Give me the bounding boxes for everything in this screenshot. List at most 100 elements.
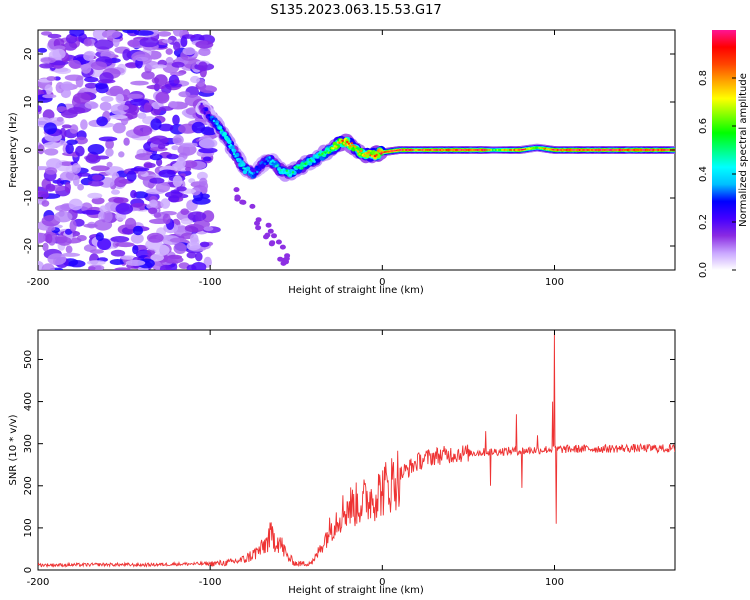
ridge-mark [325,150,329,153]
noise-blob [193,219,210,229]
ridge-mark [212,119,216,123]
noise-blob [59,171,76,182]
noise-blob [69,220,77,232]
ridge-mark [253,171,256,175]
ridge-mark [304,162,307,165]
noise-blob [63,41,78,51]
noise-blob [112,122,126,134]
noise-blob [120,255,136,260]
noise-blob [52,48,66,60]
noise-blob [130,167,150,172]
snr-ylabel: SNR (10 * v/v) [8,414,19,485]
noise-blob [157,31,172,37]
noise-blob [171,145,179,151]
spectrogram-xlabel: Height of straight line (km) [288,285,424,296]
y-tick-label: -20 [23,238,34,254]
noise-blob [186,251,197,259]
noise-blob [65,245,73,254]
noise-blob [153,212,162,218]
noise-blob [125,259,146,266]
noise-blob [115,242,135,248]
noise-blob [72,92,91,104]
ridge-mark [276,164,279,167]
ridge-mark [367,151,371,154]
ridge-mark [380,152,383,155]
noise-blob [56,116,64,122]
noise-blob [55,234,68,244]
ridge-mark [321,152,324,155]
noise-blob [202,210,215,223]
noise-blob [130,190,137,199]
ridge-mark [307,160,310,164]
ridge-mark [284,171,287,174]
noise-blob [162,213,171,225]
noise-blob [198,138,218,149]
noise-blob [84,101,98,109]
noise-blob [180,218,194,225]
ridge-mark [332,141,337,146]
noise-blob [38,144,45,155]
x-tick-label: 100 [545,577,564,588]
colorbar: 0.0 0.2 0.4 0.6 0.8 Normalized spectral ampl… [698,30,749,278]
y-tick-label: 500 [23,350,34,369]
noise-blob [196,171,208,181]
ridge-mark [203,111,206,115]
ridge-mark [359,149,363,153]
noise-blob [149,177,165,184]
noise-blob [42,242,49,252]
ridge-mark [291,171,295,174]
noise-blob [133,191,148,199]
noise-blob [180,36,188,48]
noise-blob [182,47,196,56]
noise-blob [40,57,56,64]
noise-blob [85,154,101,164]
y-tick-label: 20 [23,48,34,61]
noise-blob [42,94,57,99]
noise-blob [45,183,56,192]
noise-blob [71,163,82,174]
noise-blob [47,253,67,266]
noise-blob [72,174,80,187]
ridge-mark [342,142,346,145]
ridge-mark [226,140,230,143]
noise-blob [172,30,183,37]
noise-blob [88,180,104,187]
noise-blob [38,232,46,244]
noise-blob [95,83,109,94]
ridge-mark [319,154,323,157]
noise-blob [126,170,137,182]
noise-blob [171,61,185,68]
ridge-mark [347,142,350,145]
ridge-mark [301,167,304,170]
noise-blob [77,172,91,177]
noise-blob [74,136,88,145]
noise-blob [83,51,95,62]
noise-blob [96,116,108,127]
ridge-mark [356,150,360,153]
ridge-mark [365,153,370,158]
colorbar-tick-label: 0.4 [698,166,709,182]
noise-blob [239,199,246,205]
noise-blob [105,148,114,157]
noise-blob [180,208,189,215]
noise-blob [143,162,156,169]
noise-blob [150,135,169,145]
noise-blob [75,145,85,157]
noise-blob [113,197,129,204]
ridge-mark [350,142,354,145]
noise-blob [269,240,276,246]
y-tick-label: 0 [23,567,34,573]
ridge-mark [313,160,316,163]
x-tick-label: -100 [199,577,222,588]
noise-blob [106,161,113,168]
noise-blob [146,84,166,90]
noise-blob [130,80,149,86]
noise-blob [195,40,214,49]
noise-blob [87,192,103,199]
noise-blob [109,114,128,120]
noise-blob [255,217,262,223]
noise-blob [172,114,180,126]
y-tick-label: 10 [23,96,34,109]
ridge-mark [346,140,349,144]
